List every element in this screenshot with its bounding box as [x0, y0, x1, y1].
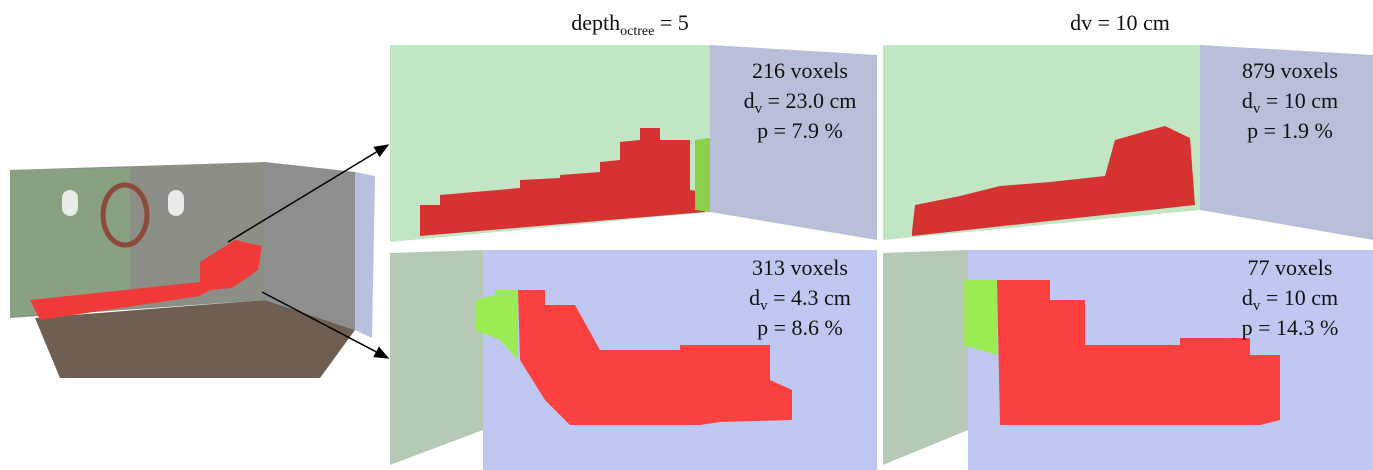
voxel-count: 313 voxels — [752, 255, 848, 280]
percentage: p = 14.3 % — [1242, 315, 1339, 340]
figure: depthoctree = 5 dv = 10 cm 216 voxels dv… — [0, 0, 1373, 470]
percentage: p = 8.6 % — [757, 315, 843, 340]
panel — [390, 250, 877, 470]
text-part: = 10 cm — [1260, 285, 1338, 310]
point-cloud — [10, 162, 375, 378]
voxel-count: 879 voxels — [1242, 58, 1338, 83]
voxel-count: 216 voxels — [752, 58, 848, 83]
text-part: d — [1242, 88, 1253, 113]
column-header: dv = 10 cm — [1070, 10, 1170, 35]
text-part: = 10 cm — [1260, 88, 1338, 113]
text-part: depth — [571, 10, 620, 35]
panel — [883, 250, 1373, 470]
text-part: = 23.0 cm — [762, 88, 856, 113]
percentage: p = 1.9 % — [1247, 118, 1333, 143]
text-part: = 5 — [654, 10, 688, 35]
text-part: = 4.3 cm — [768, 285, 851, 310]
text-part: octree — [620, 24, 654, 39]
text-part: d — [1242, 285, 1253, 310]
column-header: depthoctree = 5 — [571, 10, 689, 39]
text-part: d — [744, 88, 755, 113]
voxel-count: 77 voxels — [1248, 255, 1333, 280]
text-part: d — [749, 285, 760, 310]
percentage: p = 7.9 % — [757, 118, 843, 143]
